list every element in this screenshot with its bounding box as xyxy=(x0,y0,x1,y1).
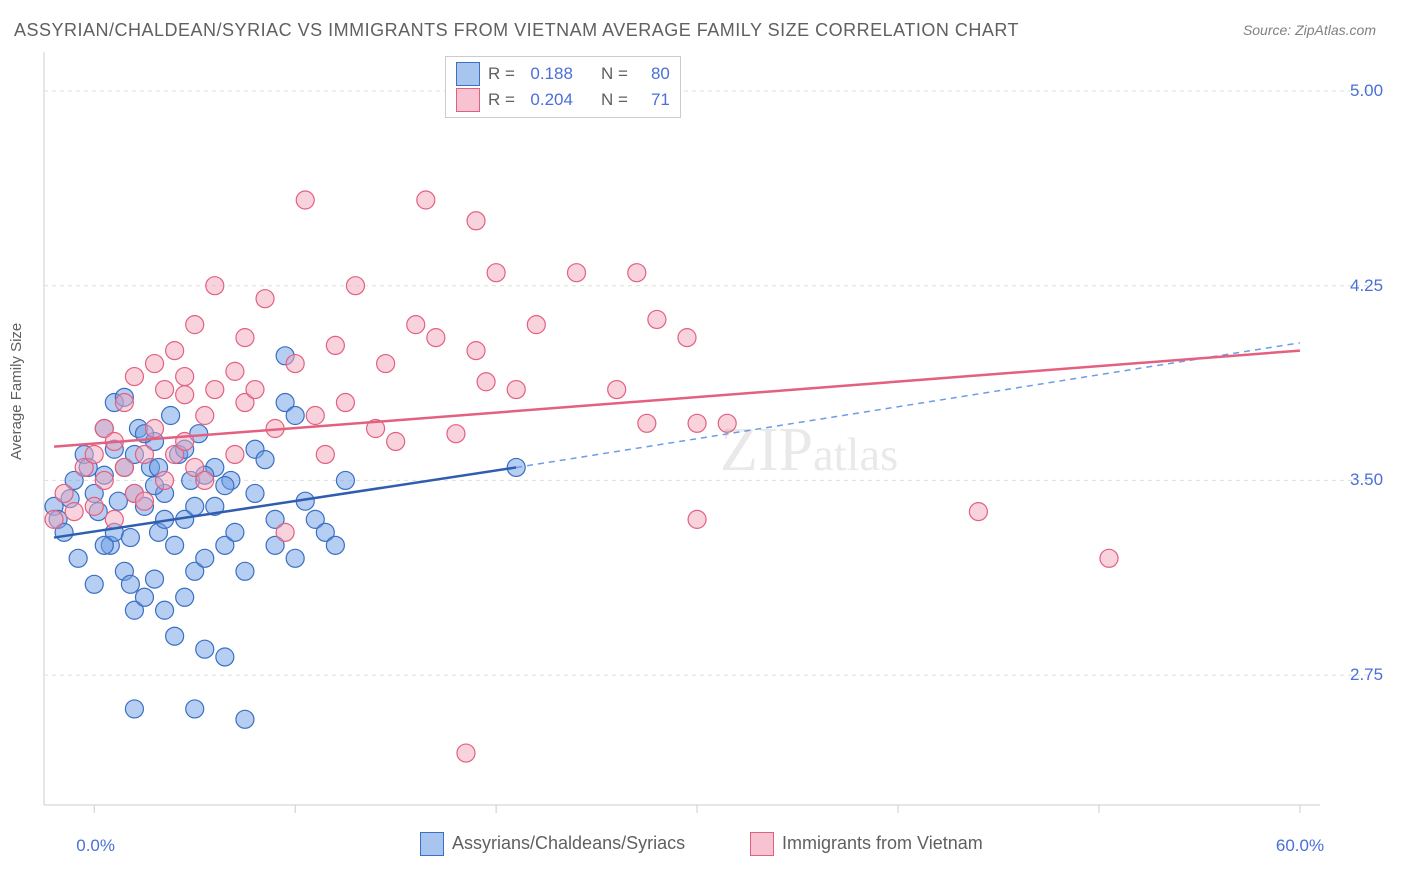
r-value: 0.204 xyxy=(523,90,573,110)
x-tick-max: 60.0% xyxy=(1276,836,1324,856)
n-label: N = xyxy=(601,90,628,110)
y-tick-label: 3.50 xyxy=(1350,470,1383,490)
stat-legend-row: R = 0.188 N = 80 xyxy=(456,61,670,87)
legend-label-blue: Assyrians/Chaldeans/Syriacs xyxy=(452,833,685,853)
stat-swatch-pink xyxy=(456,88,480,112)
r-label: R = xyxy=(488,90,515,110)
x-tick-min: 0.0% xyxy=(76,836,115,856)
n-value: 71 xyxy=(636,90,670,110)
legend-swatch-pink xyxy=(750,832,774,856)
r-label: R = xyxy=(488,64,515,84)
stat-swatch-blue xyxy=(456,62,480,86)
r-value: 0.188 xyxy=(523,64,573,84)
scatter-chart xyxy=(0,0,1406,892)
n-label: N = xyxy=(601,64,628,84)
legend-label-pink: Immigrants from Vietnam xyxy=(782,833,983,853)
stat-legend-row: R = 0.204 N = 71 xyxy=(456,87,670,113)
n-value: 80 xyxy=(636,64,670,84)
legend-swatch-blue xyxy=(420,832,444,856)
y-tick-label: 5.00 xyxy=(1350,81,1383,101)
y-tick-label: 2.75 xyxy=(1350,665,1383,685)
legend-item-blue: Assyrians/Chaldeans/Syriacs xyxy=(420,832,685,856)
legend-item-pink: Immigrants from Vietnam xyxy=(750,832,983,856)
y-tick-label: 4.25 xyxy=(1350,276,1383,296)
stat-legend: R = 0.188 N = 80 R = 0.204 N = 71 xyxy=(445,56,681,118)
